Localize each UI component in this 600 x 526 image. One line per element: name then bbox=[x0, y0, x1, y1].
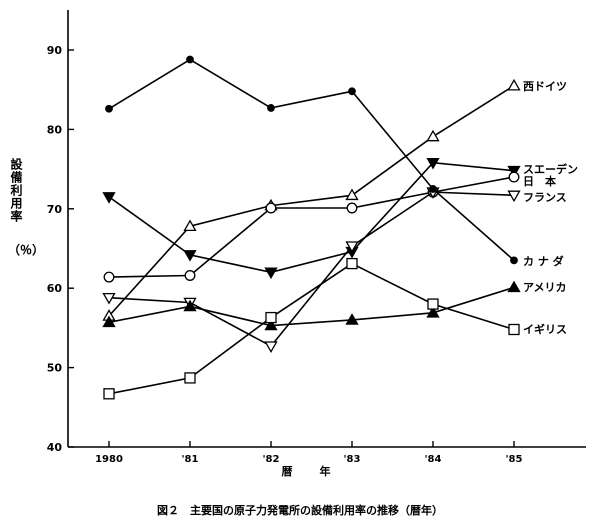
data-point bbox=[507, 280, 521, 293]
data-point bbox=[427, 298, 439, 310]
data-point bbox=[102, 292, 116, 305]
data-point bbox=[186, 55, 194, 64]
data-point bbox=[426, 157, 440, 170]
x-tick-label: '84 bbox=[425, 454, 442, 465]
data-point bbox=[346, 257, 358, 270]
series-label: 西ドイツ bbox=[523, 80, 567, 93]
series-line bbox=[108, 85, 515, 317]
series-1 bbox=[102, 78, 521, 321]
data-point bbox=[184, 372, 196, 384]
x-tick-label: '82 bbox=[263, 454, 280, 465]
data-point bbox=[183, 250, 197, 262]
y-tick-label: 70 bbox=[47, 203, 63, 216]
data-point bbox=[345, 188, 359, 201]
y-tick-label: 50 bbox=[47, 362, 63, 375]
y-tick-label: 60 bbox=[47, 282, 63, 295]
x-tick-label: '85 bbox=[506, 454, 523, 465]
y-axis-label: 設備利用率 bbox=[9, 158, 23, 223]
x-axis-ticks: 1980 '81 '82 '83 '84 '85 bbox=[95, 441, 523, 465]
data-point bbox=[264, 318, 278, 331]
x-tick-label: 1980 bbox=[95, 454, 123, 465]
series-line bbox=[108, 161, 515, 274]
series-line bbox=[108, 58, 515, 262]
data-point bbox=[267, 104, 275, 112]
data-point bbox=[102, 192, 116, 204]
data-point bbox=[507, 190, 521, 203]
data-point bbox=[103, 271, 115, 283]
y-axis-ticks: 40 50 60 70 80 90 bbox=[47, 44, 74, 454]
data-point bbox=[264, 341, 278, 353]
data-point bbox=[265, 311, 277, 324]
series-6 bbox=[102, 280, 521, 331]
data-point bbox=[184, 270, 196, 281]
data-point bbox=[508, 171, 520, 183]
y-tick-label: 80 bbox=[47, 123, 63, 136]
series-3 bbox=[103, 171, 520, 283]
series-label: 日 本 bbox=[523, 174, 556, 188]
data-point bbox=[183, 299, 197, 312]
x-tick-label: '81 bbox=[182, 454, 199, 465]
series-label: アメリカ bbox=[523, 281, 566, 294]
series-line bbox=[108, 191, 515, 348]
data-point bbox=[345, 241, 359, 253]
y-axis-title: 設備利用率 （％） bbox=[8, 158, 45, 258]
data-point bbox=[183, 219, 197, 232]
data-point bbox=[426, 306, 440, 318]
figure-caption: 図２ 主要国の原子力発電所の設備利用率の推移（暦年） bbox=[157, 504, 443, 517]
data-point bbox=[429, 185, 437, 193]
data-point bbox=[348, 87, 356, 96]
data-point bbox=[264, 267, 278, 280]
data-point bbox=[346, 202, 358, 214]
series-7 bbox=[103, 257, 520, 400]
x-tick-label: '83 bbox=[344, 454, 361, 465]
data-point bbox=[102, 315, 116, 328]
series-2 bbox=[102, 157, 521, 280]
series-4 bbox=[102, 187, 521, 353]
data-point bbox=[508, 323, 520, 336]
series-label: カ ナ ダ bbox=[523, 254, 564, 268]
data-point bbox=[510, 256, 518, 265]
data-point bbox=[345, 313, 359, 325]
data-point bbox=[265, 202, 277, 214]
data-point bbox=[507, 165, 521, 178]
series-label: イギリス bbox=[523, 322, 567, 336]
series-line bbox=[108, 286, 515, 327]
data-point bbox=[507, 78, 521, 91]
series-line bbox=[108, 262, 515, 395]
series-line bbox=[108, 176, 515, 278]
chart-axes bbox=[67, 10, 586, 448]
y-tick-label: 40 bbox=[47, 441, 63, 454]
data-point bbox=[426, 129, 440, 142]
data-point bbox=[103, 388, 115, 400]
series-label: フランス bbox=[523, 191, 567, 204]
series-5 bbox=[105, 55, 518, 265]
x-axis-title: 暦 年 bbox=[281, 465, 339, 478]
series-label: スエーデン bbox=[523, 162, 578, 176]
y-axis-unit: （％） bbox=[8, 243, 45, 257]
series-layer bbox=[102, 55, 521, 400]
data-point bbox=[105, 104, 113, 113]
y-tick-label: 90 bbox=[47, 44, 63, 57]
